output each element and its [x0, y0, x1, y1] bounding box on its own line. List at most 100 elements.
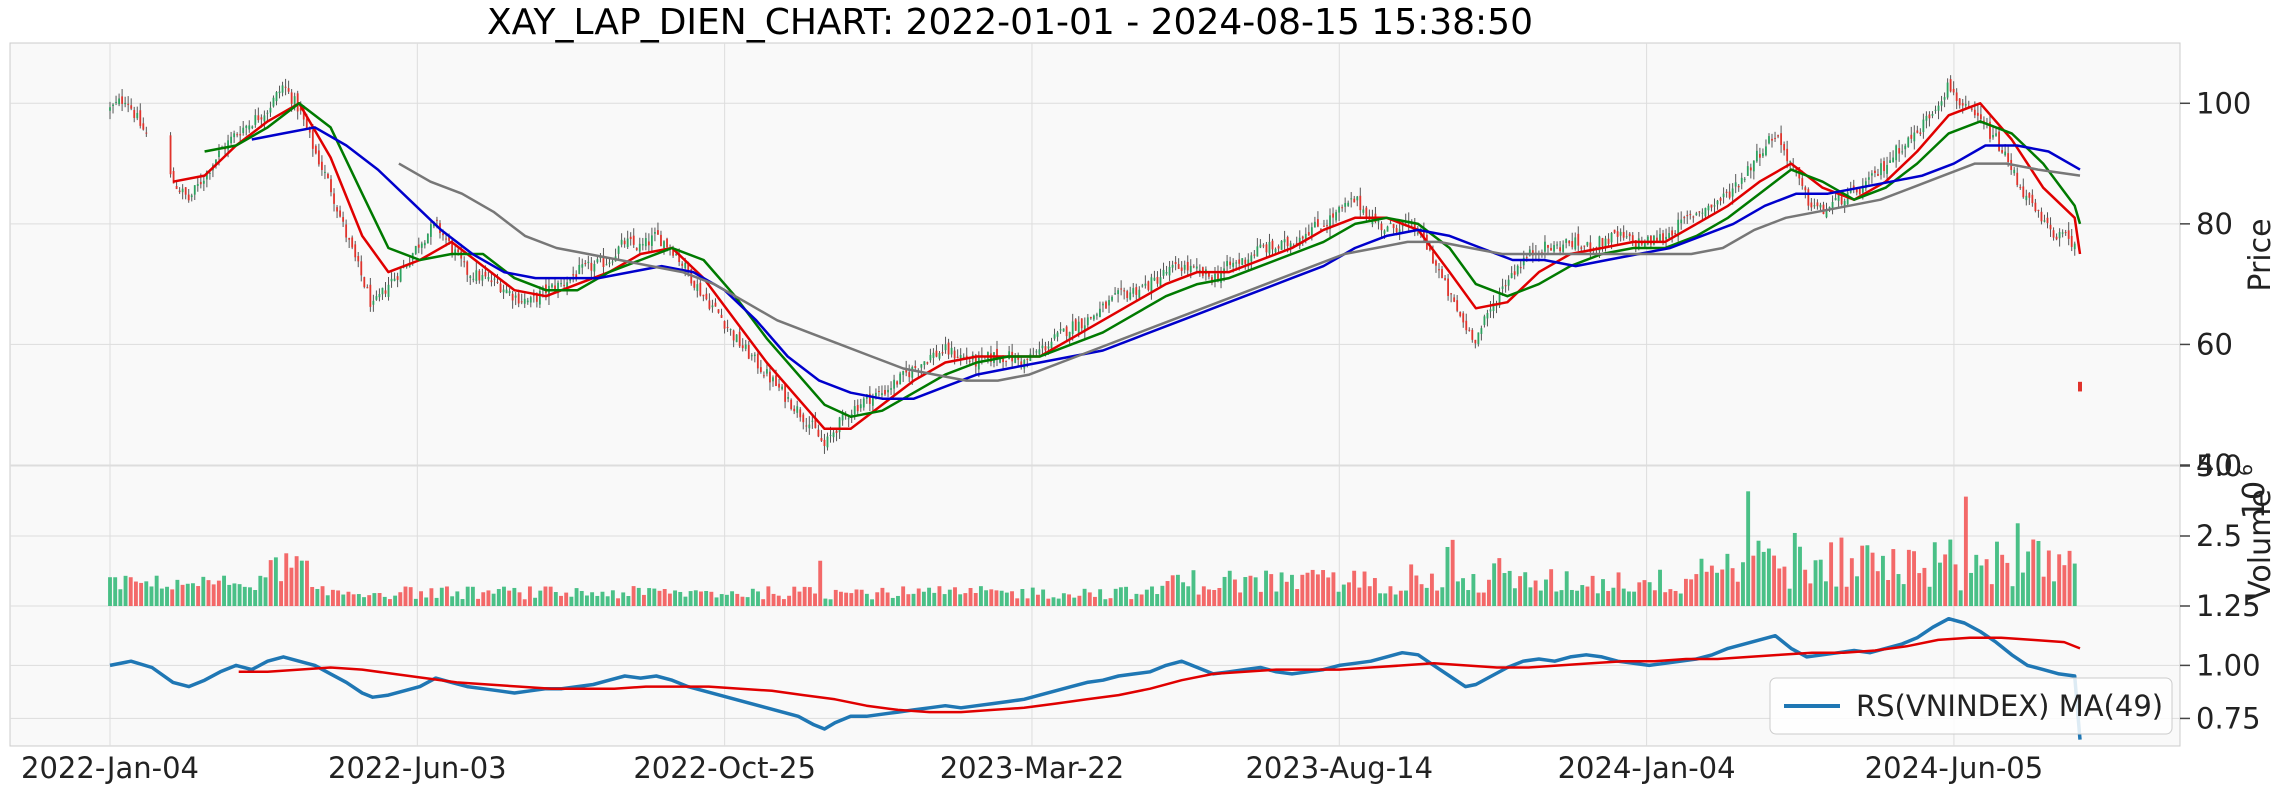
candle-body — [602, 255, 605, 268]
candle-body — [448, 236, 450, 241]
volume-bar — [704, 590, 709, 606]
candle-body — [787, 397, 790, 399]
volume-bar — [1943, 554, 1948, 606]
candle-body — [714, 302, 717, 307]
candle-body — [245, 125, 248, 128]
volume-bar — [455, 591, 460, 606]
candle-body — [1474, 339, 1477, 344]
volume-bar — [1466, 590, 1471, 606]
volume-bar — [325, 595, 330, 606]
candle-body — [202, 180, 205, 184]
candle-body — [1983, 120, 1985, 122]
volume-bar — [128, 577, 133, 606]
volume-bar — [434, 597, 439, 606]
candle-body — [890, 388, 892, 390]
volume-bar — [1424, 587, 1429, 606]
candle-body — [466, 261, 469, 275]
candle-body — [1129, 292, 1132, 300]
candle-body — [1867, 177, 1870, 180]
candle-body — [1692, 216, 1695, 218]
volume-bar — [2041, 576, 2046, 606]
candle-body — [1528, 249, 1531, 256]
candle-body — [1871, 173, 1873, 176]
candle-body — [663, 241, 665, 249]
volume-bar — [605, 596, 610, 606]
candle-body — [1656, 237, 1658, 243]
price-panel — [9, 42, 2181, 466]
volume-bar — [2046, 550, 2051, 606]
volume-bar — [647, 588, 652, 606]
candle-body — [1168, 266, 1171, 276]
candle-body — [1716, 200, 1719, 205]
candle-body — [469, 276, 472, 278]
candle-body — [1350, 198, 1353, 200]
volume-bar — [118, 589, 123, 606]
volume-bar — [320, 586, 325, 606]
candle-body — [239, 134, 242, 136]
candle-body — [881, 393, 883, 396]
candle-body — [650, 235, 653, 246]
candle-body — [702, 294, 705, 297]
candle-body — [790, 399, 793, 410]
price-axis-label: Price — [2243, 218, 2276, 291]
candle-body — [1810, 202, 1813, 208]
candle-body — [1447, 278, 1449, 296]
candle-body — [620, 239, 623, 245]
volume-bar — [1098, 589, 1103, 606]
candle-body — [926, 362, 929, 364]
candle-body — [1504, 285, 1507, 287]
candle-body — [1283, 239, 1286, 243]
candle-body — [1062, 328, 1065, 332]
candle-body — [1943, 97, 1946, 100]
moving-average-lines — [172, 102, 2082, 431]
volume-bar — [424, 597, 429, 606]
candle-body — [1329, 215, 1331, 230]
volume-bar — [196, 586, 201, 606]
volume-bar — [1834, 586, 1839, 606]
candle-body — [1117, 290, 1120, 295]
volume-bar — [1528, 587, 1533, 606]
candle-body — [796, 406, 799, 413]
candle-body — [1973, 109, 1976, 116]
candle-body — [436, 219, 438, 221]
volume-bar — [289, 567, 294, 606]
candle-body — [896, 381, 899, 385]
candle-body — [1208, 271, 1210, 277]
volume-bar — [1798, 546, 1802, 606]
candle-body — [1892, 157, 1895, 163]
volume-bar — [657, 590, 662, 606]
volume-bar — [242, 586, 247, 606]
candle-body — [584, 263, 587, 265]
candle-body — [1165, 272, 1168, 274]
volume-bar — [445, 586, 449, 606]
volume-bar — [1621, 588, 1626, 606]
volume-bar — [1668, 589, 1673, 606]
volume-bar — [1336, 591, 1341, 606]
candle-body — [1465, 320, 1468, 331]
candle-body — [1604, 238, 1607, 247]
volume-bar — [662, 588, 667, 606]
volume-bar — [699, 591, 703, 606]
candle-body — [1758, 153, 1761, 158]
candle-body — [278, 91, 281, 94]
volume-bar — [849, 593, 854, 606]
volume-bar — [1912, 551, 1916, 606]
volume-bar — [336, 590, 341, 606]
volume-bar — [476, 598, 481, 606]
candle-body — [1795, 168, 1798, 171]
volume-bar — [413, 598, 418, 606]
volume-bar — [159, 588, 164, 606]
candle-body — [1701, 212, 1704, 214]
volume-bar — [1476, 592, 1481, 606]
candle-body — [647, 241, 650, 246]
candle-body — [248, 125, 251, 130]
volume-bar — [1129, 599, 1134, 606]
volume-bar — [1393, 594, 1398, 606]
candle-body — [956, 356, 959, 358]
candle-body — [1141, 285, 1144, 287]
candle-body — [626, 238, 629, 248]
candle-body — [1416, 232, 1419, 234]
candle-body — [1565, 239, 1568, 243]
candle-body — [1858, 188, 1861, 195]
candle-body — [472, 278, 475, 280]
